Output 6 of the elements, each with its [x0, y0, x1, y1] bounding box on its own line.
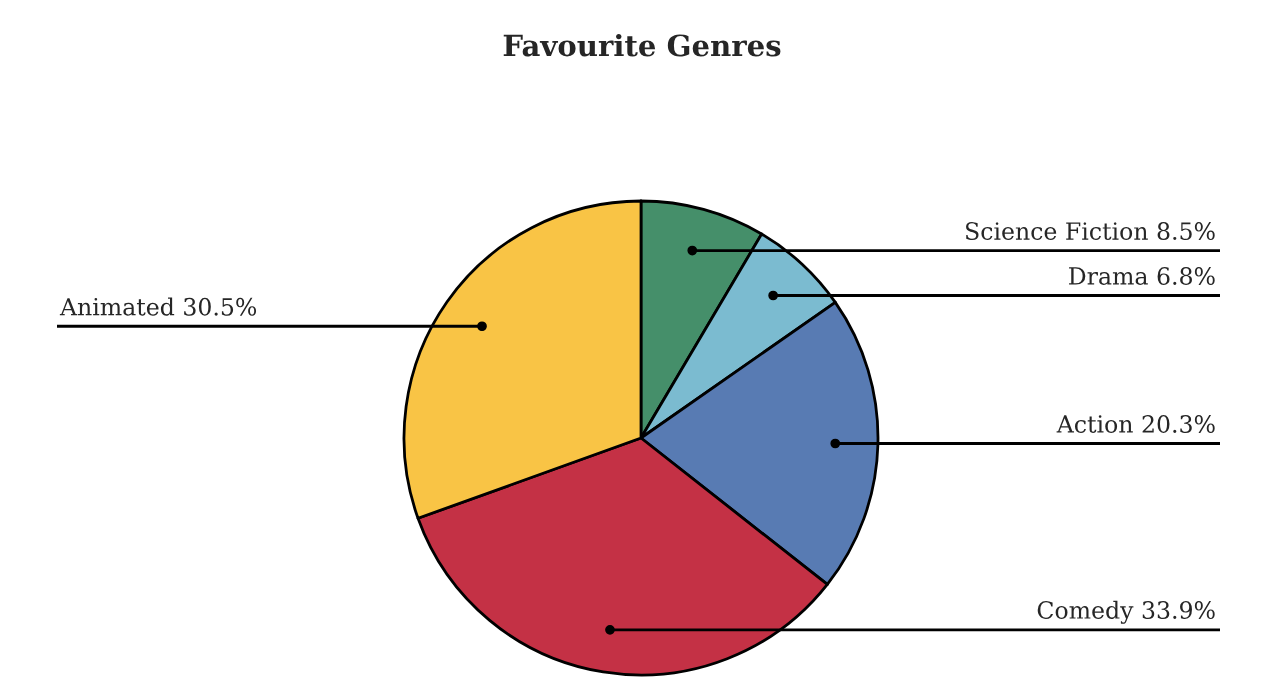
slice-label: Drama 6.8%	[1069, 267, 1215, 285]
chart-title: Favourite Genres	[503, 33, 781, 57]
slice-label: Action 20.3%	[1056, 415, 1215, 433]
slice-label: Comedy 33.9%	[1037, 600, 1215, 624]
slice-label: Science Fiction 8.5%	[966, 222, 1215, 240]
slice-label: Animated 30.5%	[59, 297, 257, 316]
